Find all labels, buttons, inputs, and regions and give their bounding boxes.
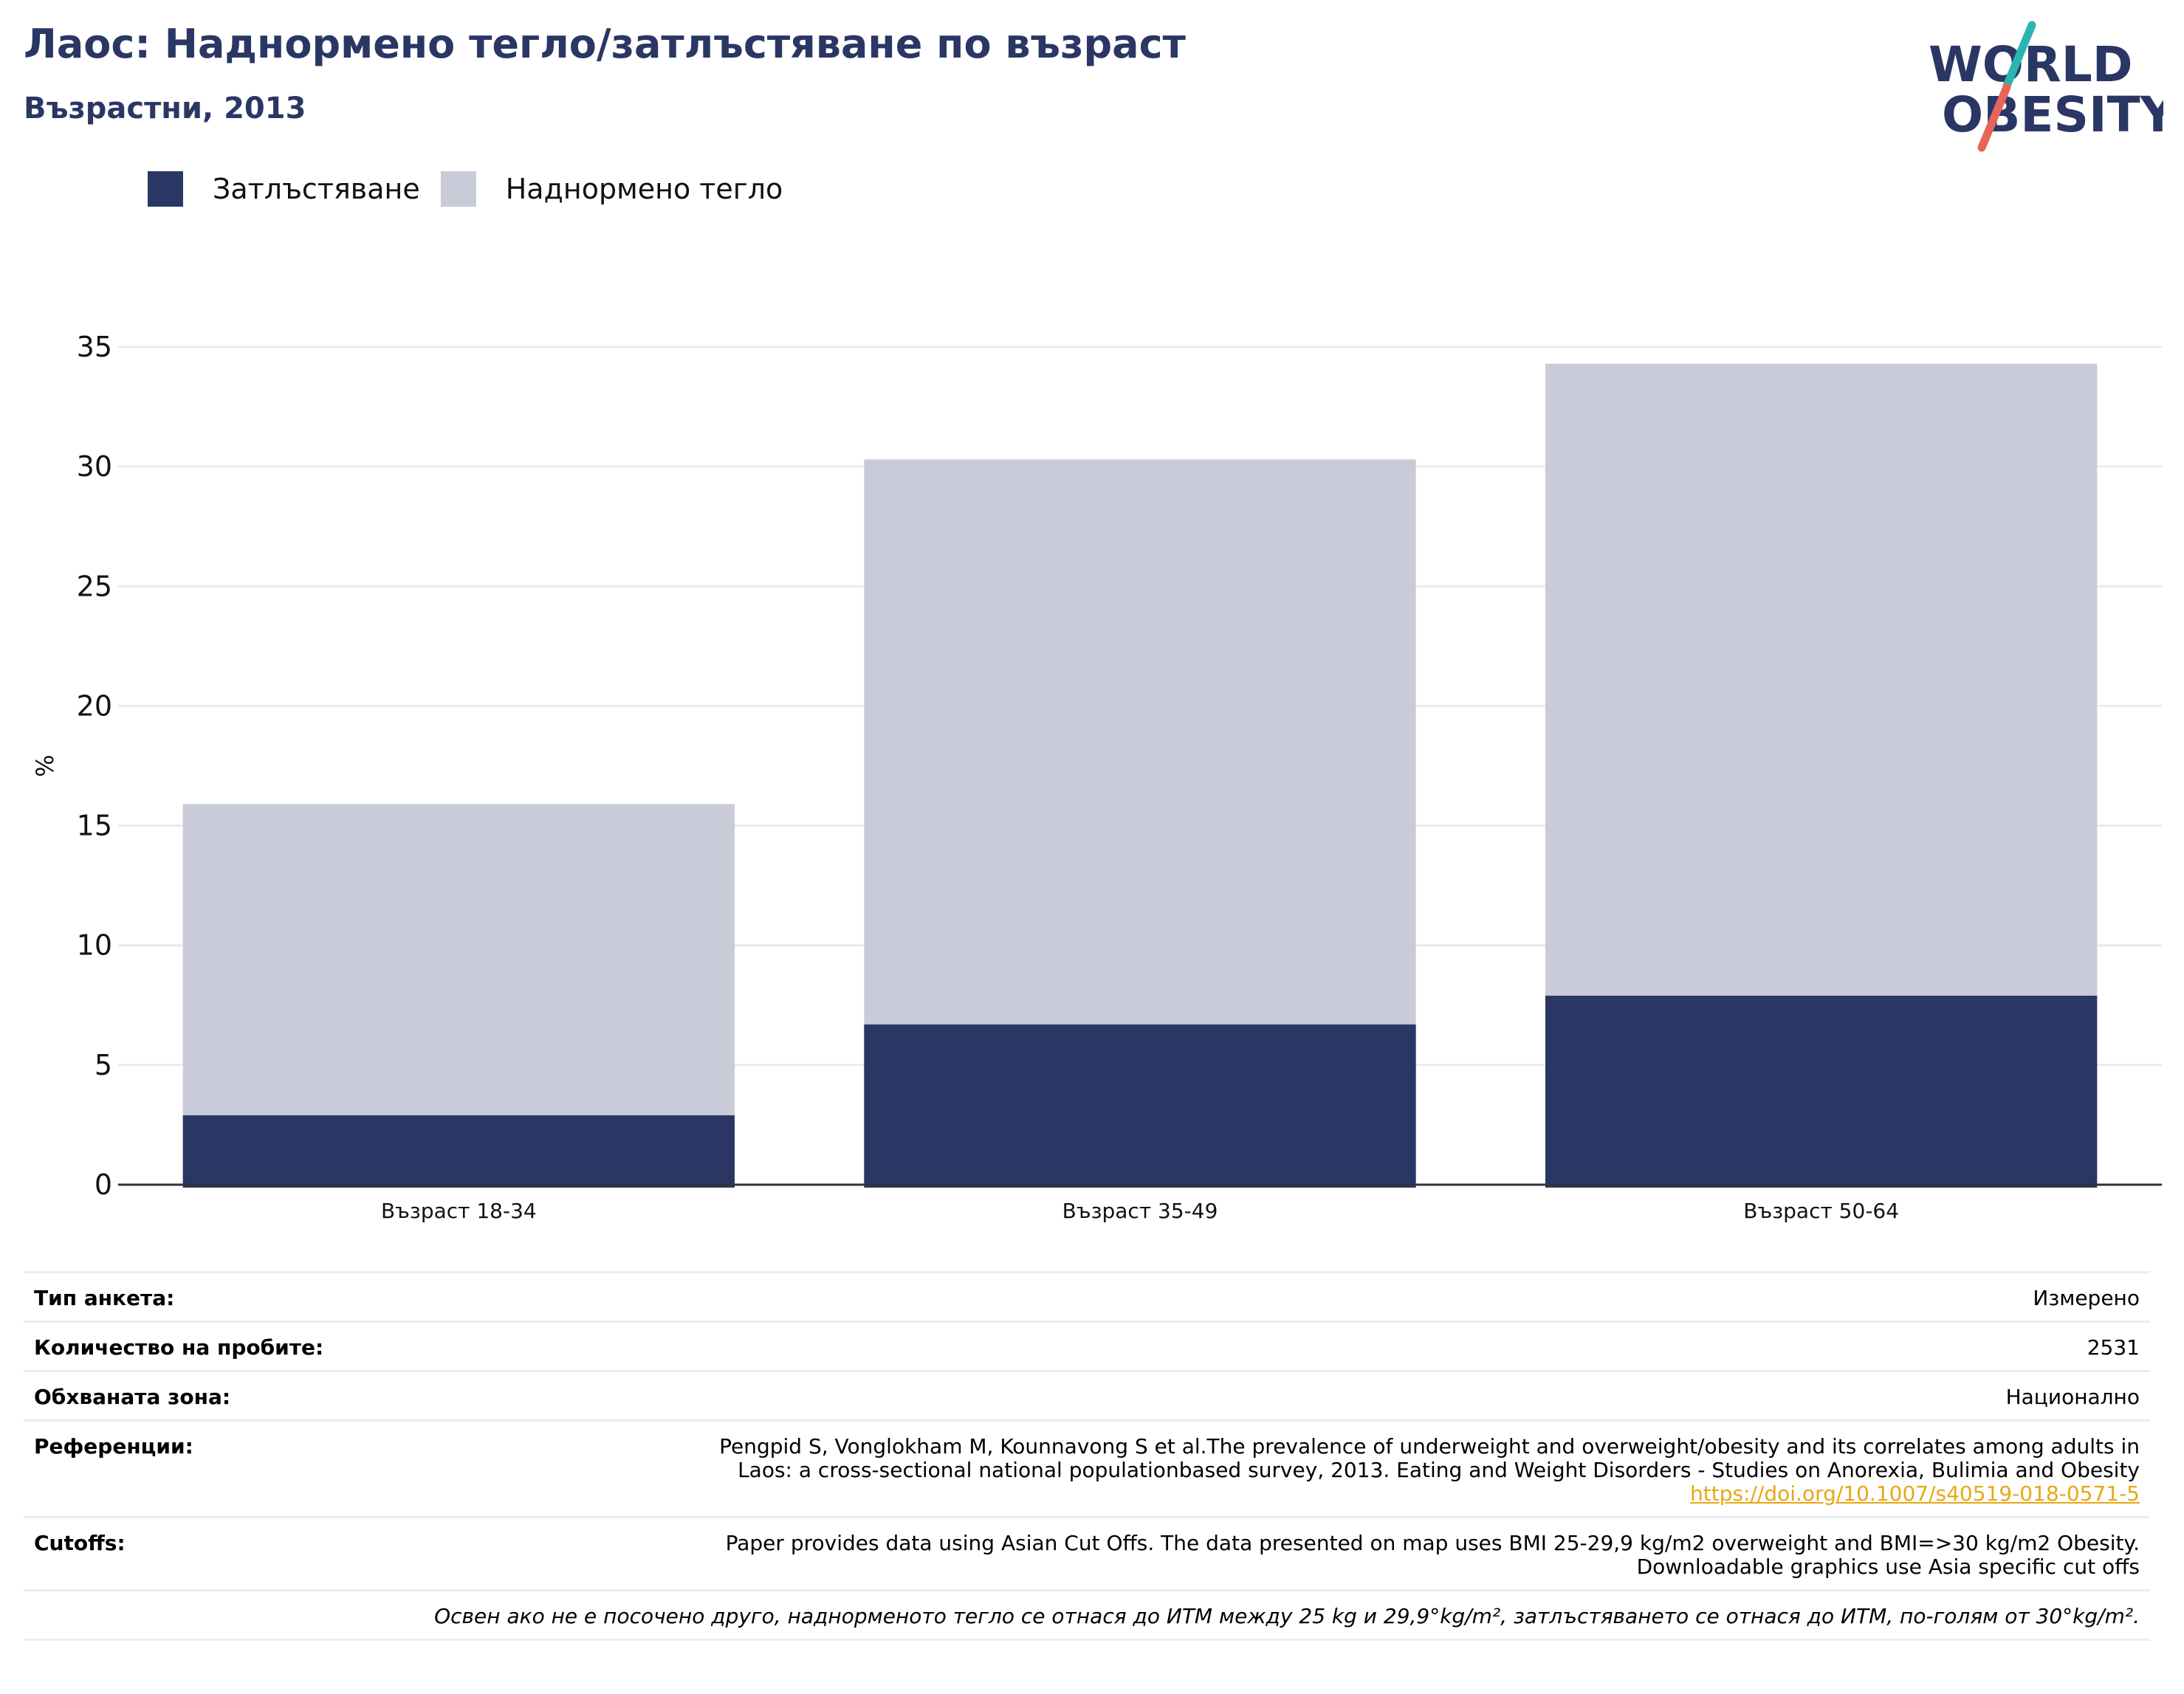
info-row-cutoffs: Cutoffs: Paper provides data using Asian… xyxy=(24,1516,2150,1589)
logo-slash-coral xyxy=(1977,83,2011,152)
y-tick-label-35: 35 xyxy=(77,331,112,363)
y-tick-label-5: 5 xyxy=(95,1049,112,1081)
x-tick-label-1: Възраст 35-49 xyxy=(1062,1199,1218,1223)
info-label-references: Референции: xyxy=(34,1434,193,1459)
y-tick-label-15: 15 xyxy=(77,810,112,842)
world-obesity-logo: WORLD OBESITY xyxy=(1929,21,2163,152)
reference-doi-link[interactable]: https://doi.org/10.1007/s40519-018-0571-… xyxy=(1689,1481,2140,1506)
bar-overweight-2 xyxy=(1545,363,2098,996)
info-row-survey-type: Тип анкета: Измерено xyxy=(24,1271,2150,1321)
bar-overweight-0 xyxy=(182,804,735,1115)
info-value-sample-size: 2531 xyxy=(2087,1335,2140,1360)
cutoffs-text-line-1: Paper provides data using Asian Cut Offs… xyxy=(725,1531,2140,1555)
info-row-area: Обхваната зона: Национално xyxy=(24,1370,2150,1419)
y-tick-label-25: 25 xyxy=(77,570,112,602)
legend-item-obesity[interactable]: Затлъстяване xyxy=(148,171,420,207)
logo-text-obesity: OBESITY xyxy=(1942,86,2163,143)
page-title: Лаос: Наднормено тегло/затлъстяване по в… xyxy=(24,21,1186,67)
bmi-definition-note: Освен ако не е посочено друго, наднормен… xyxy=(434,1604,2140,1628)
y-tick-label-20: 20 xyxy=(77,689,112,722)
bar-obesity-2 xyxy=(1545,995,2098,1188)
info-label-cutoffs: Cutoffs: xyxy=(34,1531,126,1555)
reference-text-line-2: Laos: a cross-sectional national populat… xyxy=(738,1458,2140,1482)
info-label-area: Обхваната зона: xyxy=(34,1385,231,1409)
info-row-references: Референции: Pengpid S, Vonglokham M, Kou… xyxy=(24,1419,2150,1516)
info-row-note: Освен ако не е посочено друго, наднормен… xyxy=(24,1589,2150,1641)
bar-obesity-1 xyxy=(864,1024,1416,1188)
info-value-area: Национално xyxy=(2005,1385,2140,1409)
page-subtitle: Възрастни, 2013 xyxy=(24,92,306,125)
y-tick-label-10: 10 xyxy=(77,929,112,962)
stacked-bar-chart: 0 5 10 15 20 25 30 35% Възраст 18-34 Възраст 35-4… xyxy=(31,331,2162,1223)
legend-label-overweight: Наднормено тегло xyxy=(505,173,783,205)
logo-slash-teal xyxy=(2002,21,2036,90)
legend-swatch-overweight xyxy=(440,171,476,207)
x-tick-label-2: Възраст 50-64 xyxy=(1743,1199,1899,1223)
legend-swatch-obesity xyxy=(148,171,183,207)
info-value-survey-type: Измерено xyxy=(2033,1286,2140,1310)
info-value-cutoffs: Paper provides data using Asian Cut Offs… xyxy=(726,1532,2140,1579)
info-label-survey-type: Тип анкета: xyxy=(34,1286,175,1310)
y-axis-label: % xyxy=(31,754,59,777)
y-tick-label-30: 30 xyxy=(77,450,112,483)
logo-text-world: WORLD xyxy=(1929,36,2133,93)
reference-text-line-1: Pengpid S, Vonglokham M, Kounnavong S et… xyxy=(719,1434,2140,1459)
legend-item-overweight[interactable]: Наднормено тегло xyxy=(440,171,783,207)
survey-info-table: Тип анкета: Измерено Количество на проби… xyxy=(24,1271,2150,1641)
legend-label-obesity: Затлъстяване xyxy=(213,173,420,205)
bar-overweight-1 xyxy=(864,459,1416,1025)
info-value-references: Pengpid S, Vonglokham M, Kounnavong S et… xyxy=(719,1435,2140,1506)
cutoffs-text-line-2: Downloadable graphics use Asia specific … xyxy=(1636,1554,2140,1579)
info-label-sample-size: Количество на пробите: xyxy=(34,1335,324,1360)
info-row-sample-size: Количество на пробите: 2531 xyxy=(24,1321,2150,1370)
chart-legend: Затлъстяване Наднормено тегло xyxy=(148,170,803,208)
x-tick-label-0: Възраст 18-34 xyxy=(381,1199,537,1223)
y-tick-label-0: 0 xyxy=(95,1168,112,1201)
bar-obesity-0 xyxy=(182,1115,735,1188)
